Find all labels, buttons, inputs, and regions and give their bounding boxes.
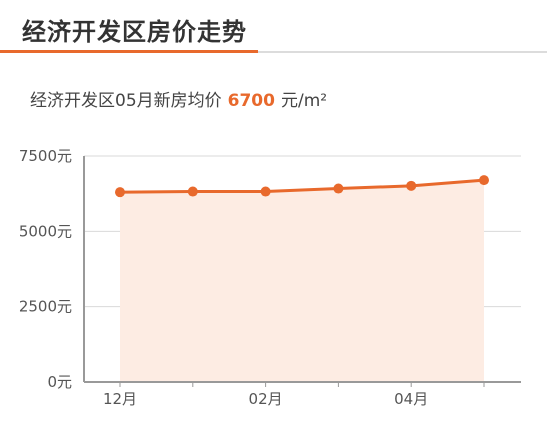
header-accent-bar	[0, 50, 258, 53]
summary-unit: 元/m²	[280, 91, 328, 111]
data-point	[406, 180, 417, 191]
y-tick-label: 7500元	[19, 147, 72, 165]
series-line	[119, 178, 485, 194]
data-point	[260, 186, 271, 197]
series-area	[120, 180, 484, 382]
x-tick-label: 02月	[249, 390, 283, 408]
x-tick-label: 04月	[394, 390, 428, 408]
data-point	[479, 175, 489, 186]
header-divider	[0, 51, 547, 53]
data-point	[333, 183, 344, 194]
data-point	[115, 187, 125, 198]
y-tick-label: 2500元	[19, 298, 72, 316]
summary-label: 经济开发区05月新房均价	[30, 91, 222, 111]
y-tick-label: 0元	[47, 373, 72, 391]
chart-header: 经济开发区房价走势	[0, 0, 547, 56]
chart-title: 经济开发区房价走势	[22, 18, 247, 46]
summary-price: 6700	[227, 91, 275, 111]
x-tick-label: 12月	[103, 390, 137, 408]
y-tick-label: 5000元	[19, 222, 72, 240]
data-point	[187, 186, 198, 197]
price-summary: 经济开发区05月新房均价 6700 元/m²	[30, 86, 327, 111]
